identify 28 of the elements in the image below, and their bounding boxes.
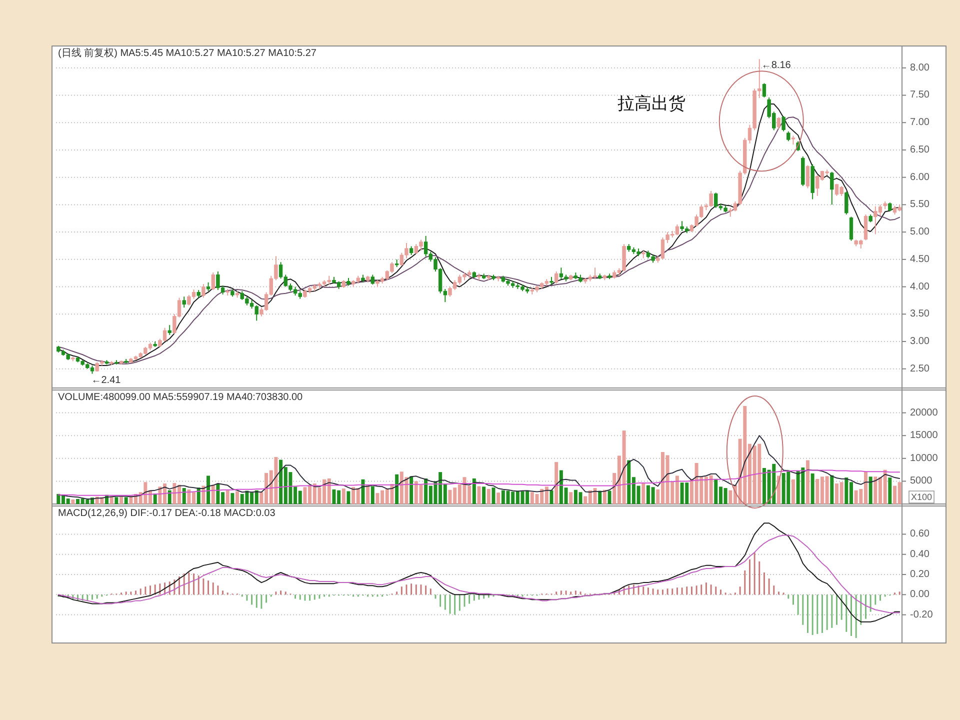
- y-tick-label: 8.00: [910, 62, 930, 74]
- panel-title: VOLUME:480099.00 MA5:559907.19 MA40:703830.00: [58, 392, 303, 403]
- y-tick-label: 2.50: [910, 363, 930, 374]
- y-tick-label: 7.00: [910, 117, 930, 128]
- y-tick-label: 0.20: [910, 569, 930, 580]
- y-tick-label: 15000: [910, 430, 938, 442]
- y-tick-label: 4.50: [910, 254, 930, 265]
- y-tick-label: 0.00: [910, 589, 930, 600]
- y-tick-label: 0.40: [910, 548, 930, 560]
- y-tick-label: 5.00: [910, 226, 930, 238]
- panel-title: MACD(12,26,9) DIF:-0.17 DEA:-0.18 MACD:0.03: [58, 508, 276, 519]
- y-tick-label: 7.50: [910, 90, 930, 101]
- y-tick-label: 10000: [910, 452, 938, 464]
- y-tick-label: 4.00: [910, 281, 930, 292]
- y-tick-label: 5000: [910, 476, 932, 487]
- y-tick-label: 0.60: [910, 528, 930, 540]
- annotation: 拉高出货: [617, 94, 686, 114]
- annotation: ←2.41: [91, 374, 121, 386]
- y-tick-label: 3.50: [910, 308, 930, 320]
- axis-unit: X100: [911, 492, 932, 502]
- y-tick-label: 6.00: [910, 172, 930, 183]
- y-tick-label: 3.00: [910, 336, 930, 347]
- panel-title: (日线 前复权) MA5:5.45 MA10:5.27 MA10:5.27 MA10:5.27: [58, 48, 316, 59]
- annotation: ←8.16: [761, 60, 791, 72]
- y-tick-label: -0.20: [910, 609, 933, 620]
- y-tick-label: 20000: [910, 407, 938, 418]
- y-tick-label: 6.50: [910, 144, 930, 156]
- y-tick-label: 5.50: [910, 199, 930, 210]
